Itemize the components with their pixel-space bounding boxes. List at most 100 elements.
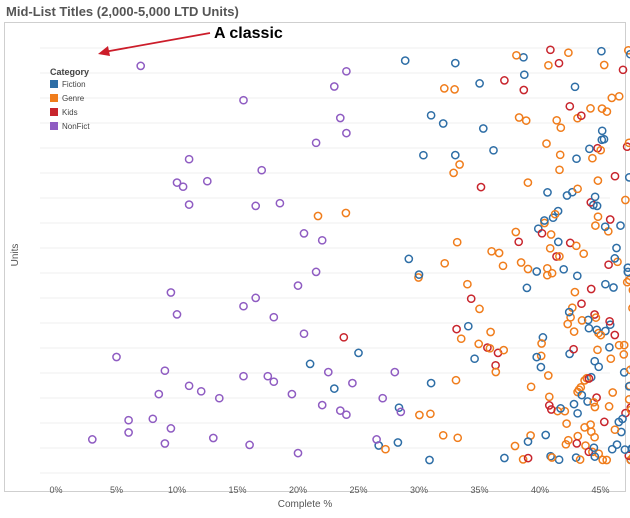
data-point [440, 258, 450, 268]
data-point [626, 403, 630, 412]
data-point [614, 91, 624, 101]
data-point [569, 344, 578, 354]
data-point [555, 150, 565, 160]
data-point [160, 366, 170, 376]
data-point [552, 252, 561, 261]
data-point [463, 321, 473, 331]
data-point [451, 375, 461, 385]
data-point [572, 271, 582, 281]
data-point [166, 424, 176, 433]
data-point [569, 399, 579, 409]
data-point [586, 427, 596, 437]
data-point [579, 249, 589, 259]
data-point [550, 209, 560, 219]
data-point [546, 405, 556, 414]
data-point [593, 345, 602, 355]
data-point [245, 440, 254, 450]
data-point [610, 254, 620, 263]
data-points [87, 45, 630, 465]
data-point [251, 201, 261, 211]
data-point [305, 359, 315, 369]
data-point [263, 371, 273, 381]
data-point [623, 45, 630, 55]
data-point [598, 455, 608, 465]
data-point [372, 435, 381, 444]
data-point [556, 404, 565, 413]
data-point [619, 350, 629, 359]
data-point [583, 315, 593, 325]
data-point [570, 287, 580, 297]
data-point [625, 365, 630, 375]
legend-label: Kids [62, 108, 78, 117]
data-point [542, 263, 552, 273]
data-point [565, 349, 574, 359]
data-point [584, 323, 594, 333]
data-point [463, 279, 472, 289]
data-point [628, 304, 630, 312]
data-point [154, 389, 164, 399]
data-point [616, 221, 625, 230]
data-point [202, 176, 212, 186]
data-point [589, 200, 598, 210]
data-point [485, 343, 495, 353]
data-point [589, 397, 599, 407]
data-point [514, 113, 524, 122]
annotation-arrow [103, 32, 211, 53]
data-point [600, 222, 610, 232]
legend-title: Category [50, 67, 89, 77]
data-point [466, 294, 476, 304]
data-point [618, 65, 628, 75]
chart-title: Mid-List Titles (2,000-5,000 LTD Units) [6, 4, 239, 19]
data-point [537, 228, 547, 238]
data-point [512, 50, 521, 60]
data-point [538, 333, 548, 342]
data-point [381, 444, 390, 454]
data-point [612, 243, 621, 253]
data-point [592, 201, 602, 211]
data-point [511, 227, 521, 237]
data-point [354, 348, 363, 358]
data-point [523, 264, 533, 274]
data-point [585, 144, 594, 154]
data-point [624, 138, 630, 148]
data-point [486, 327, 495, 337]
data-point [438, 430, 448, 440]
data-point [577, 316, 587, 325]
data-point [499, 345, 509, 355]
data-point [596, 330, 606, 340]
x-tick-label: 30% [410, 485, 428, 495]
data-point [601, 326, 610, 336]
data-point [487, 246, 496, 256]
data-point [269, 312, 279, 322]
data-point [577, 390, 587, 400]
data-point [184, 381, 194, 391]
data-point [510, 441, 520, 451]
data-point [415, 410, 424, 420]
data-point [475, 79, 484, 88]
data-point [311, 267, 321, 277]
data-point [275, 198, 285, 208]
data-point [514, 237, 524, 247]
data-point [516, 258, 526, 267]
data-point [136, 61, 146, 71]
data-point [580, 376, 589, 385]
data-point [453, 433, 463, 443]
data-point [573, 408, 582, 418]
data-point [148, 414, 158, 424]
data-point [624, 173, 630, 182]
data-point [522, 283, 532, 293]
legend-swatch [50, 122, 58, 130]
data-point [608, 388, 618, 397]
data-point [624, 275, 630, 285]
data-point [589, 443, 599, 453]
data-point [537, 339, 546, 348]
data-point [628, 286, 630, 294]
data-point [342, 410, 351, 420]
data-point [591, 313, 601, 322]
data-point [184, 154, 194, 164]
data-point [590, 356, 600, 366]
data-point [455, 160, 464, 169]
data-point [610, 330, 620, 340]
data-point [612, 440, 622, 449]
data-point [576, 111, 586, 121]
